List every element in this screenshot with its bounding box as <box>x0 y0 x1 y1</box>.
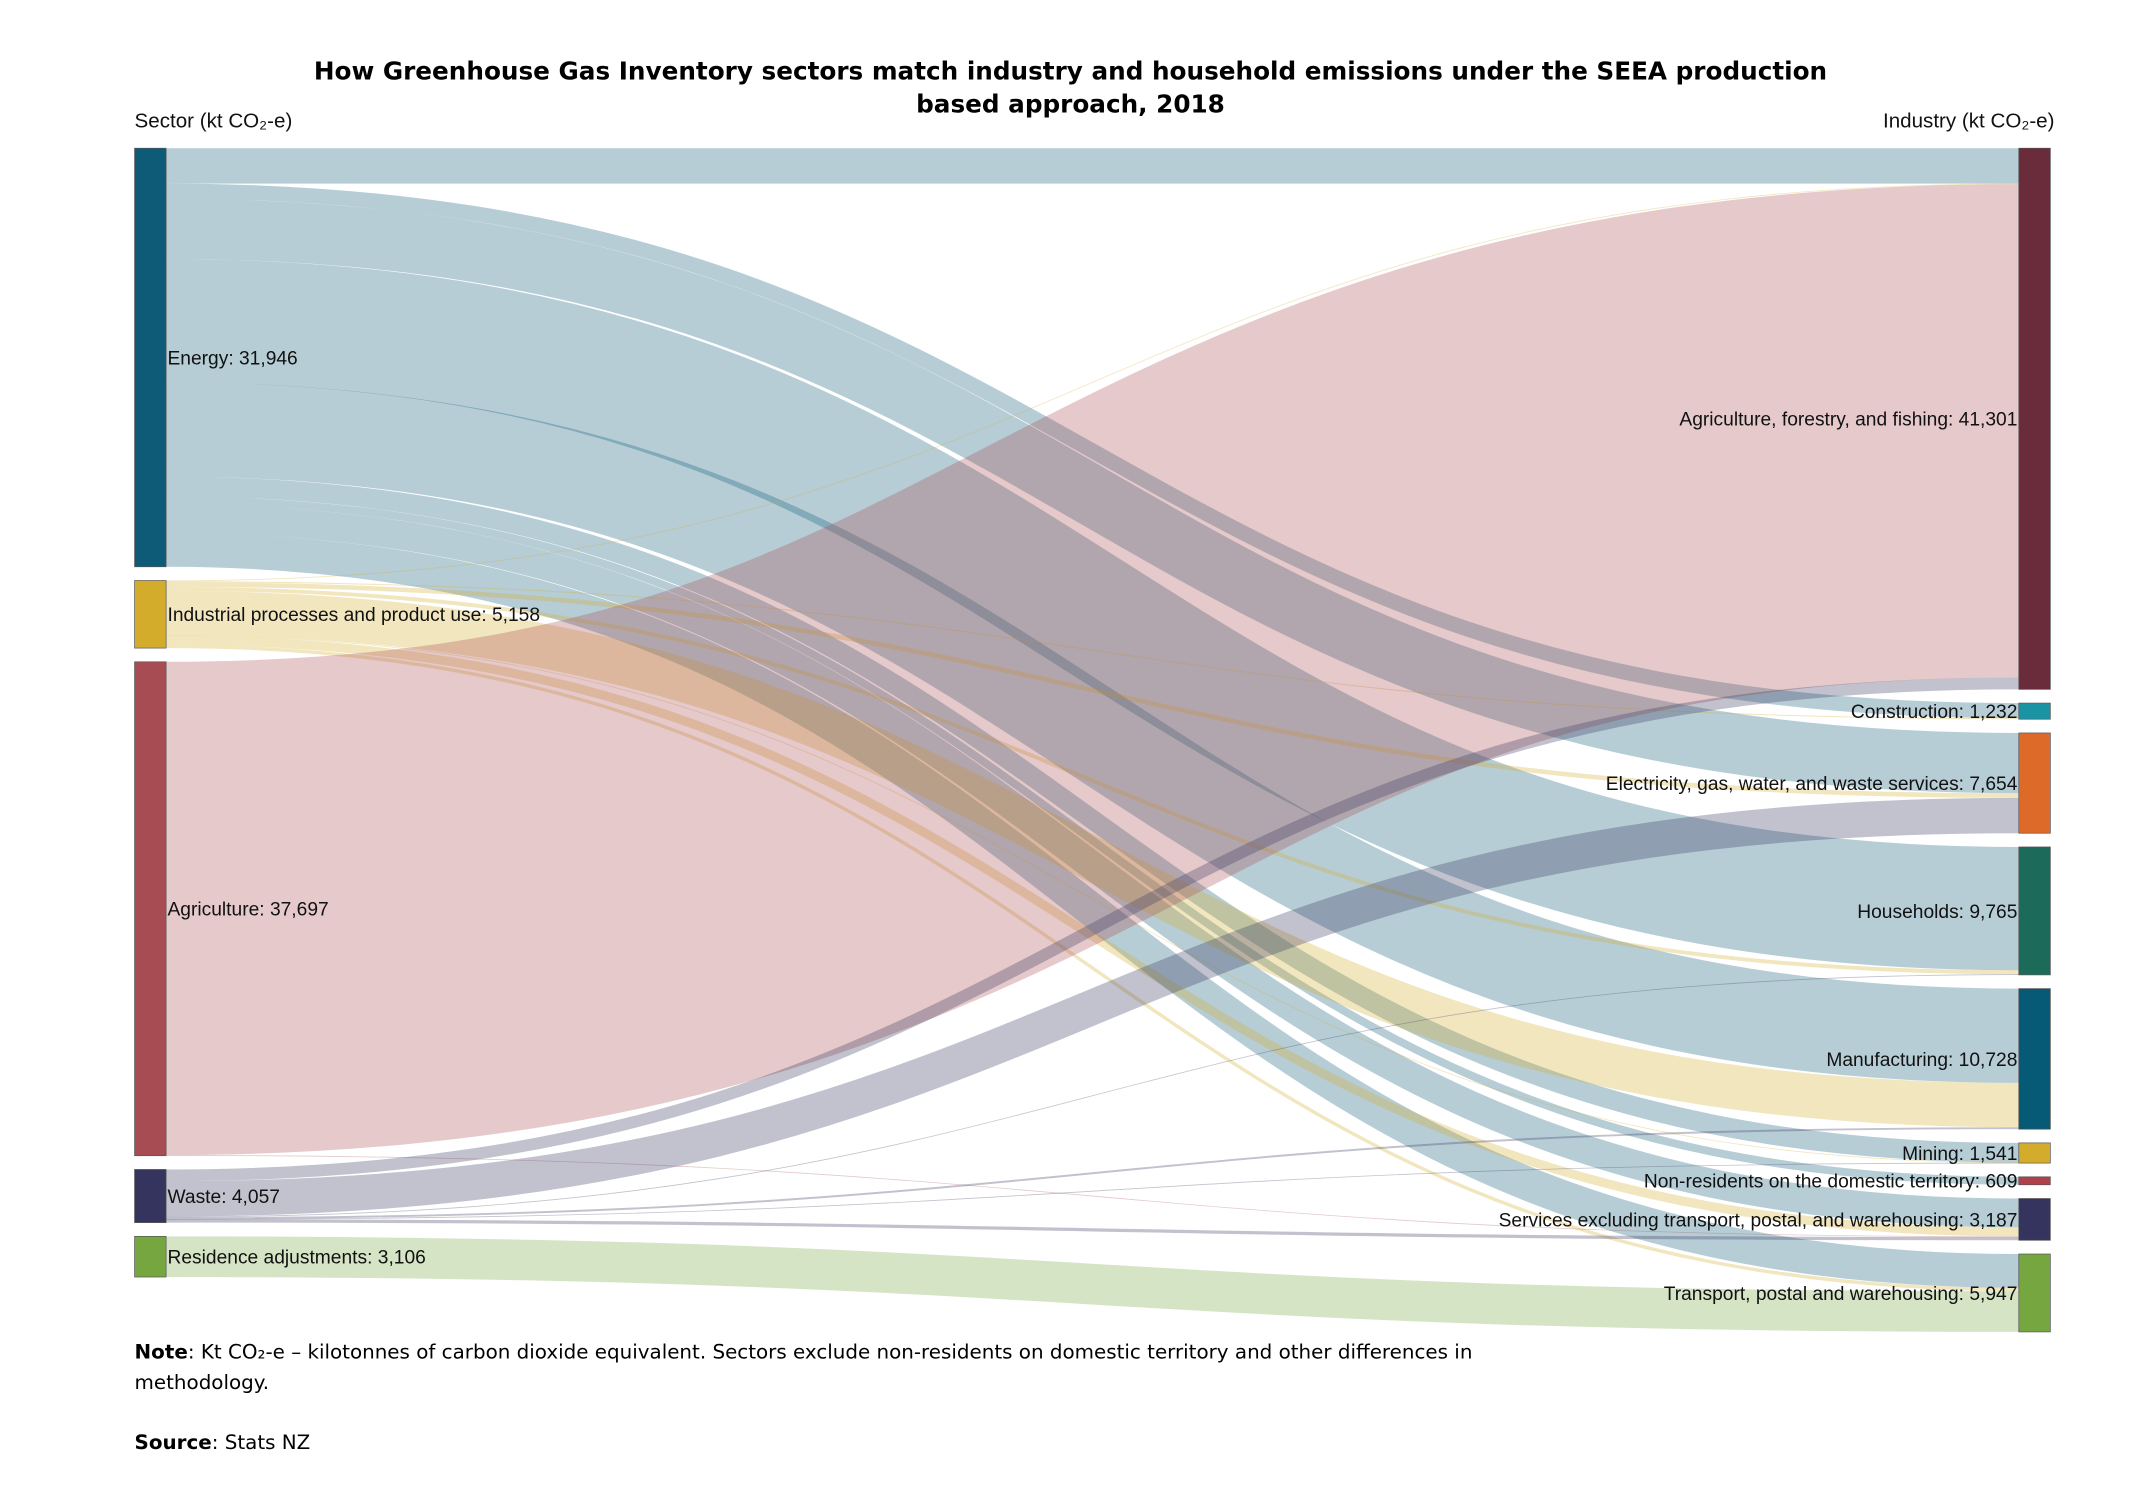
left-axis-heading: Sector (kt CO₂-e) <box>135 110 293 133</box>
target-node-label: Electricity, gas, water, and waste servi… <box>1606 774 2018 795</box>
source-label: Source <box>135 1431 212 1454</box>
source-node-label: Industrial processes and product use: 5,… <box>167 605 540 626</box>
link-1-7 <box>166 635 2019 1237</box>
source-node-label: Energy: 31,946 <box>167 348 297 369</box>
note-label: Note <box>135 1341 188 1364</box>
target-node-3 <box>2018 846 2051 976</box>
source-node-label: Residence adjustments: 3,106 <box>167 1248 425 1269</box>
link-0-4 <box>166 382 2019 1083</box>
chart-title-line2: based approach, 2018 <box>916 90 1225 119</box>
target-node-label: Manufacturing: 10,728 <box>1826 1050 2017 1071</box>
link-1-4 <box>166 590 2019 1128</box>
source-node-4 <box>134 1235 167 1278</box>
target-node-label: Households: 9,765 <box>1857 902 2017 923</box>
link-3-4 <box>166 1127 2019 1220</box>
link-3-5 <box>166 1162 2019 1220</box>
source-node-3 <box>134 1169 167 1223</box>
link-3-3 <box>166 974 2019 1218</box>
link-0-8 <box>166 532 2019 1288</box>
link-0-7 <box>166 504 2019 1228</box>
link-1-0 <box>166 183 2019 582</box>
target-node-7 <box>2018 1198 2051 1241</box>
target-node-label: Services excluding transport, postal, an… <box>1499 1210 2018 1231</box>
source-text: : Stats NZ <box>212 1431 311 1454</box>
source-node-2 <box>134 661 167 1157</box>
labels-layer: Energy: 31,946 Industrial processes and p… <box>167 348 2017 1304</box>
note-text: : Kt CO₂-e – kilotonnes of carbon dioxid… <box>188 1341 1473 1364</box>
link-3-7 <box>166 1219 2019 1241</box>
right-axis-heading: Industry (kt CO₂-e) <box>1883 110 2055 133</box>
link-0-6 <box>166 496 2019 1185</box>
target-node-6 <box>2018 1176 2051 1186</box>
source-line: Source: Stats NZ <box>135 1431 311 1454</box>
link-1-8 <box>166 644 2019 1292</box>
target-node-1 <box>2018 702 2051 720</box>
link-1-1 <box>166 581 2019 720</box>
target-node-2 <box>2018 732 2051 834</box>
target-node-label: Transport, postal and warehousing: 5,947 <box>1664 1284 2018 1305</box>
link-0-1 <box>166 183 2019 719</box>
target-node-4 <box>2018 988 2051 1130</box>
links-layer <box>165 148 2019 1332</box>
link-0-2 <box>166 198 2019 794</box>
source-node-label: Waste: 4,057 <box>167 1187 279 1208</box>
link-1-2 <box>166 582 2019 798</box>
chart-title-line1: How Greenhouse Gas Inventory sectors mat… <box>314 57 1827 86</box>
link-3-2 <box>166 797 2019 1217</box>
link-2-7 <box>166 1155 2019 1238</box>
source-node-0 <box>134 147 167 568</box>
target-node-label: Mining: 1,541 <box>1902 1144 2017 1165</box>
target-node-label: Non-residents on the domestic territory:… <box>1644 1172 2018 1193</box>
target-node-label: Agriculture, forestry, and fishing: 41,3… <box>1679 410 2017 431</box>
link-4-8 <box>166 1236 2019 1332</box>
link-3-0 <box>166 677 2019 1182</box>
source-node-label: Agriculture: 37,697 <box>167 900 328 921</box>
link-1-5 <box>166 634 2019 1164</box>
link-1-3 <box>166 586 2019 975</box>
target-node-label: Construction: 1,232 <box>1851 702 2018 723</box>
target-node-8 <box>2018 1253 2051 1333</box>
link-0-5 <box>166 476 2019 1163</box>
target-node-5 <box>2018 1142 2051 1164</box>
link-0-3 <box>166 258 2019 971</box>
target-node-0 <box>2018 147 2051 690</box>
note-line2: methodology. <box>135 1371 269 1394</box>
link-2-0 <box>165 184 2019 1156</box>
source-node-1 <box>134 580 167 649</box>
nodes-layer <box>134 147 2051 1333</box>
note-line1: Note: Kt CO₂-e – kilotonnes of carbon di… <box>135 1341 1473 1364</box>
